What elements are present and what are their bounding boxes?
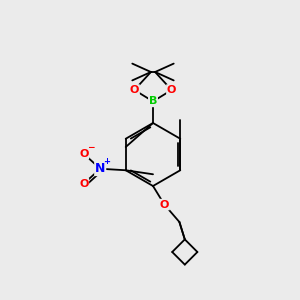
- Text: O: O: [160, 200, 169, 210]
- Text: O: O: [167, 85, 176, 95]
- Text: O: O: [79, 149, 88, 159]
- Text: −: −: [88, 143, 95, 152]
- Text: N: N: [95, 162, 105, 175]
- Text: O: O: [79, 179, 88, 189]
- Text: B: B: [149, 96, 157, 106]
- Text: +: +: [103, 157, 110, 166]
- Text: O: O: [130, 85, 139, 95]
